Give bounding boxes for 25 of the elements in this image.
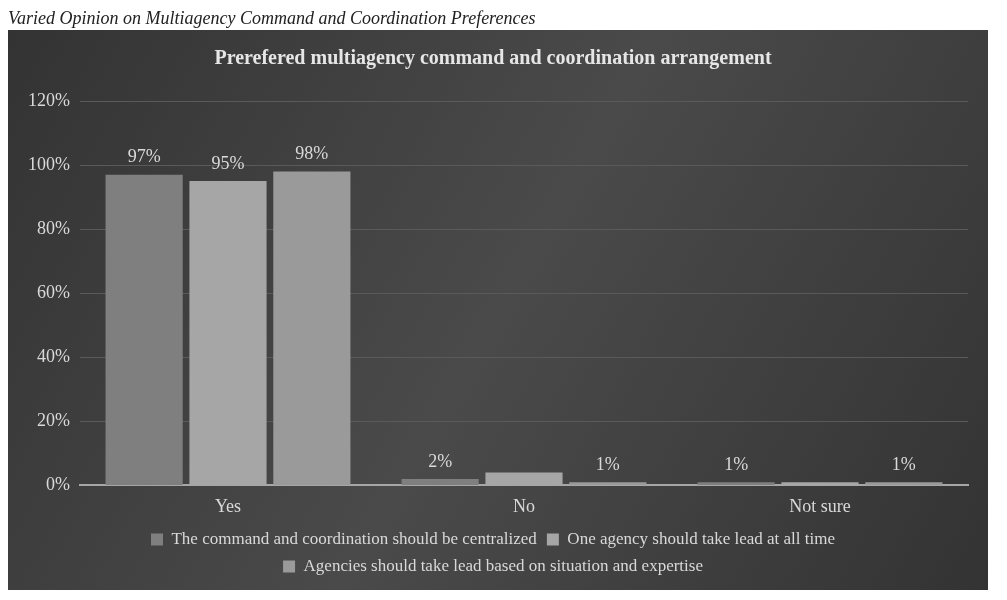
- y-tick-label: 100%: [27, 153, 70, 174]
- x-tick-label: No: [513, 495, 535, 516]
- text: Varied Opinion on Multiagency Command and Coordination Preferences: [8, 8, 537, 30]
- data-label: 1%: [891, 453, 916, 474]
- legend-label: One agency should take lead at all time: [567, 528, 836, 548]
- chart-title: Prerefered multiagency command and coordination arrangement: [214, 46, 772, 70]
- data-label: 95%: [211, 152, 245, 173]
- y-tick-label: 20%: [36, 410, 70, 431]
- x-tick-label: Not sure: [789, 495, 851, 516]
- y-tick-label: 0%: [45, 474, 70, 495]
- data-label: 98%: [295, 143, 329, 164]
- data-label: 97%: [127, 146, 161, 167]
- y-tick-label: 80%: [36, 217, 70, 238]
- data-label: 1%: [724, 453, 749, 474]
- y-tick-label: 40%: [36, 346, 70, 366]
- legend-label: The command and coordination should be centralized: [171, 528, 538, 548]
- legend-label: Agencies should take lead based on situation and expertise: [303, 555, 703, 575]
- x-tick-label: Yes: [214, 495, 242, 516]
- y-tick-label: 120%: [27, 89, 70, 110]
- bar: [401, 478, 479, 485]
- bar: [697, 482, 775, 485]
- data-label: 1%: [595, 453, 620, 474]
- y-tick-label: 60%: [36, 281, 70, 302]
- data-label: 2%: [428, 450, 453, 471]
- bar: [105, 174, 183, 485]
